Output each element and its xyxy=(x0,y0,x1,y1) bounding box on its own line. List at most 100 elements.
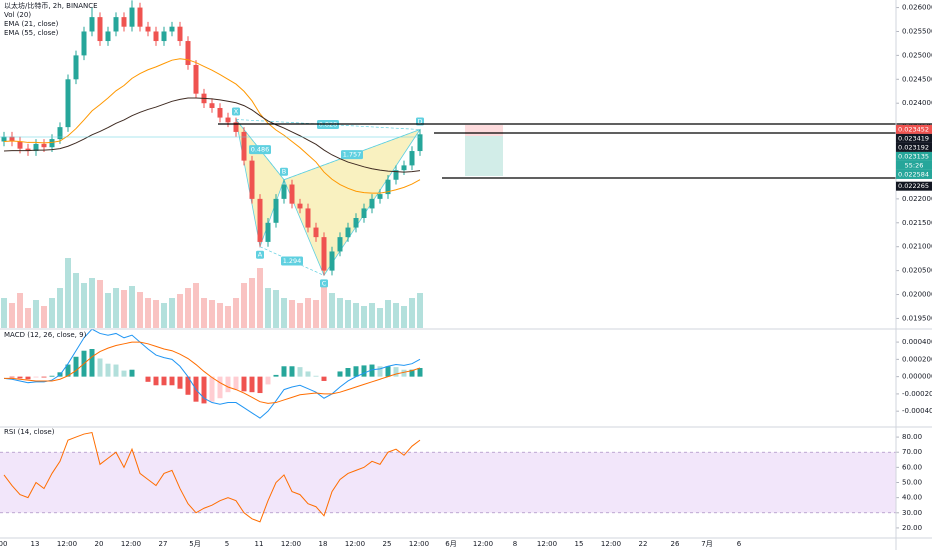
volume-bar xyxy=(41,306,47,328)
macd-histogram xyxy=(249,376,255,393)
candle-body xyxy=(17,141,23,149)
volume-bar xyxy=(257,268,263,328)
x-tick-label: 20 xyxy=(95,540,104,548)
candle-body xyxy=(9,136,15,142)
macd-histogram xyxy=(161,376,167,386)
ema-line xyxy=(3,58,421,194)
point-box xyxy=(232,107,240,116)
macd-histogram xyxy=(153,376,159,386)
rsi-title: RSI (14, close) xyxy=(4,428,55,436)
macd-histogram xyxy=(361,365,367,377)
candle-body xyxy=(81,31,87,56)
candle-body xyxy=(73,55,79,80)
volume-bar xyxy=(329,293,335,328)
x-tick-label: 00 xyxy=(0,540,7,548)
macd-histogram xyxy=(377,366,383,377)
candle-body xyxy=(57,127,63,140)
candle-body xyxy=(185,41,191,65)
macd-histogram xyxy=(105,363,111,377)
volume-bar xyxy=(17,293,23,328)
candle-body xyxy=(217,108,223,118)
volume-bar xyxy=(129,286,135,328)
volume-bar xyxy=(193,283,199,328)
volume-bar xyxy=(409,298,415,328)
candle-body xyxy=(353,218,359,228)
volume-bar xyxy=(401,306,407,328)
candle-body xyxy=(33,143,39,152)
candle-body xyxy=(249,160,255,199)
x-tick-label: 27 xyxy=(159,540,168,548)
macd-histogram xyxy=(17,376,23,379)
candle-body xyxy=(257,198,263,242)
countdown-box xyxy=(896,160,932,170)
point-box xyxy=(256,250,264,259)
macd-histogram xyxy=(129,369,135,377)
candle-body xyxy=(313,227,319,238)
volume-bar xyxy=(225,306,231,328)
y-tick-label: 20.00 xyxy=(902,524,922,532)
macd-histogram xyxy=(393,367,399,377)
candle-body xyxy=(129,7,135,27)
ratio-box xyxy=(281,256,303,266)
volume-bar xyxy=(105,293,111,328)
candle-body xyxy=(145,26,151,32)
y-tick-label: 0.000000 xyxy=(902,373,932,381)
point-label: C xyxy=(322,279,327,287)
point-box xyxy=(320,279,328,288)
candle-body xyxy=(49,139,55,148)
ratio-label: 1.757 xyxy=(343,151,362,159)
macd-histogram xyxy=(113,364,119,377)
macd-histogram xyxy=(225,376,231,393)
countdown: 55:26 xyxy=(905,161,924,169)
symbol-title: 以太坊/比特币, 2h, BINANCE xyxy=(4,1,98,10)
price-tag xyxy=(896,169,932,179)
candle-body xyxy=(401,165,407,171)
candle-body xyxy=(153,31,159,42)
volume-bar xyxy=(345,300,351,328)
macd-histogram xyxy=(217,376,223,399)
price-tag-label: 0.023452 xyxy=(898,125,929,133)
volume-bar xyxy=(241,283,247,328)
macd-histogram xyxy=(401,369,407,377)
volume-bar xyxy=(73,273,79,328)
point-label: B xyxy=(282,168,286,176)
volume-bar xyxy=(289,300,295,328)
candle-body xyxy=(169,26,175,32)
macd-histogram xyxy=(273,374,279,377)
macd-histogram xyxy=(353,366,359,377)
x-tick-label: 25 xyxy=(383,540,392,548)
candle-body xyxy=(241,131,247,161)
macd-title: MACD (12, 26, close, 9) xyxy=(4,331,87,339)
volume-bar xyxy=(201,298,207,328)
volume-bar xyxy=(233,298,239,328)
volume-bar xyxy=(393,303,399,328)
candle-body xyxy=(369,198,375,209)
point-label: A xyxy=(258,251,263,259)
candle-body xyxy=(265,222,271,242)
volume-bar xyxy=(281,298,287,328)
x-tick-label: 15 xyxy=(575,540,584,548)
candle-body xyxy=(193,64,199,94)
macd-histogram xyxy=(257,376,263,394)
volume-bar xyxy=(81,283,87,328)
macd-histogram xyxy=(121,370,127,377)
target-zone xyxy=(465,136,503,176)
macd-histogram xyxy=(201,376,207,404)
volume-bar xyxy=(249,278,255,328)
candle-body xyxy=(161,31,167,42)
macd-histogram xyxy=(417,368,423,377)
volume-bar xyxy=(1,298,7,328)
macd-histogram xyxy=(289,366,295,377)
x-tick-label: 13 xyxy=(31,540,40,548)
x-tick-label: 5 xyxy=(225,540,229,548)
y-tick-label: 50.00 xyxy=(902,479,922,487)
